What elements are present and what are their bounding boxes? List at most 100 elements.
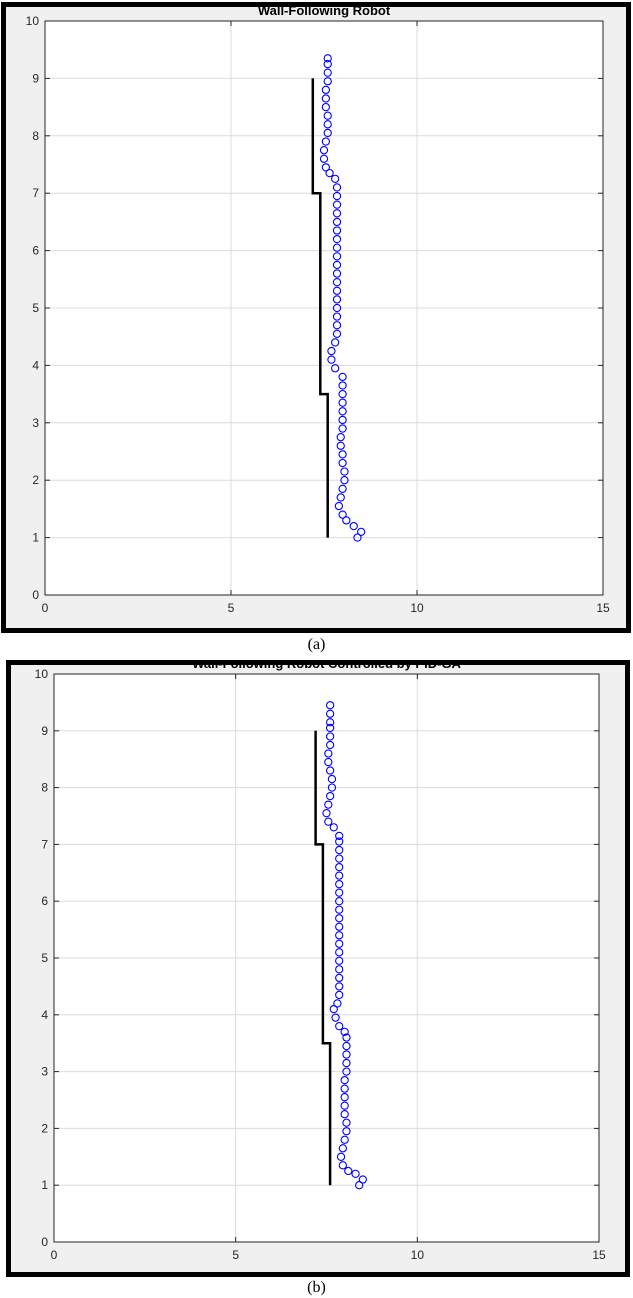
robot-position-marker [332,260,342,270]
robot-position-marker [332,321,342,330]
robot-position-marker [324,817,333,826]
x-tick-label: 10 [410,601,424,615]
y-tick-label: 3 [41,1065,48,1079]
robot-position-marker [349,521,358,531]
robot-position-marker [340,1075,349,1085]
robot-position-marker [338,1161,347,1170]
robot-position-marker [335,871,344,880]
caption-b: (b) [307,1279,326,1296]
robot-position-marker [325,168,334,178]
robot-position-marker [327,346,336,356]
robot-position-marker [336,1152,346,1161]
robot-position-marker [340,467,349,476]
robot-position-marker [332,191,342,201]
chart-title: Wall-Following Robot [258,7,391,18]
robot-position-marker [327,783,337,792]
robot-position-marker [324,800,333,809]
robot-position-marker [325,718,335,727]
y-tick-label: 0 [41,1235,48,1249]
robot-position-marker [340,1101,349,1110]
robot-position-marker [333,999,342,1008]
robot-position-marker [335,905,344,914]
robot-position-marker [351,1169,360,1178]
robot-position-marker [338,407,347,416]
robot-position-marker [332,312,342,321]
robot-position-marker [332,295,342,304]
robot-position-marker [319,154,329,163]
robot-position-marker [335,831,344,841]
robot-position-marker [332,200,342,209]
robot-position-marker [344,1166,353,1176]
y-tick-label: 5 [32,301,39,315]
y-tick-label: 2 [41,1121,48,1135]
y-tick-label: 3 [32,416,39,430]
robot-position-marker [332,278,342,287]
robot-position-marker [335,922,344,931]
robot-position-marker [335,982,344,991]
robot-position-marker [358,1175,367,1184]
robot-position-marker [342,1033,351,1042]
robot-position-marker [323,77,332,86]
robot-position-marker [340,476,349,485]
y-tick-label: 8 [41,781,48,795]
robot-position-marker [340,1027,349,1036]
robot-position-marker [338,1144,347,1153]
robot-position-marker [336,432,345,442]
robot-position-marker [335,862,344,872]
robot-position-marker [335,837,344,846]
caption-a: (a) [307,636,326,653]
robot-position-marker [335,888,344,897]
y-tick-label: 7 [32,186,39,200]
y-tick-label: 5 [41,951,48,965]
robot-position-marker [335,845,344,855]
robot-position-marker [338,415,347,425]
robot-position-marker [335,990,344,1000]
robot-position-marker [342,516,351,525]
figure-panel-a: 0 5 10 15 0 1 2 3 4 5 6 7 8 9 10 Wall-Following Robot [1,2,631,633]
robot-position-marker [355,1181,364,1190]
robot-position-marker [325,701,335,710]
robot-position-marker [331,364,340,373]
robot-position-marker [338,381,347,390]
robot-position-marker [335,914,344,923]
robot-position-marker [335,965,344,974]
robot-position-marker [325,791,335,801]
robot-position-marker [338,424,347,433]
robot-position-marker [329,1004,338,1014]
robot-position-marker [357,527,366,537]
robot-position-marker [335,1022,344,1031]
y-tick-label: 4 [32,358,39,372]
wall-line [314,730,332,1186]
x-tick-label: 10 [411,1248,425,1262]
robot-position-marker [338,450,347,459]
robot-position-marker [332,269,342,278]
robot-position-marker [331,338,340,347]
robot-position-marker [338,484,347,493]
robot-position-marker [323,111,332,120]
robot-position-marker [325,709,335,718]
robot-position-marker [342,1067,351,1076]
plot-a: 0 5 10 15 0 1 2 3 4 5 6 7 8 9 10 Wall-Following Robot [26,7,610,615]
robot-position-marker [321,137,331,146]
robot-position-marker [342,1118,351,1127]
robot-position-marker [336,441,345,450]
robot-position-marker [325,766,335,775]
robot-position-marker [332,243,342,252]
robot-position-marker [332,209,342,218]
robot-position-marker [342,1127,351,1136]
x-tick-label: 5 [228,601,235,615]
robot-position-marker [323,128,332,138]
y-tick-label: 6 [32,244,39,258]
y-tick-label: 10 [35,667,49,681]
robot-position-marker [338,372,347,382]
y-tick-label: 1 [32,531,39,545]
robot-position-marker [336,493,345,502]
robot-position-marker [325,723,335,733]
x-tick-label: 5 [232,1248,239,1262]
robot-position-marker [323,120,332,129]
robot-position-marker [329,823,338,832]
robot-position-marker [338,398,347,407]
robot-position-marker [342,1058,351,1068]
robot-position-marker [340,1110,349,1119]
x-tick-label: 15 [596,601,610,615]
